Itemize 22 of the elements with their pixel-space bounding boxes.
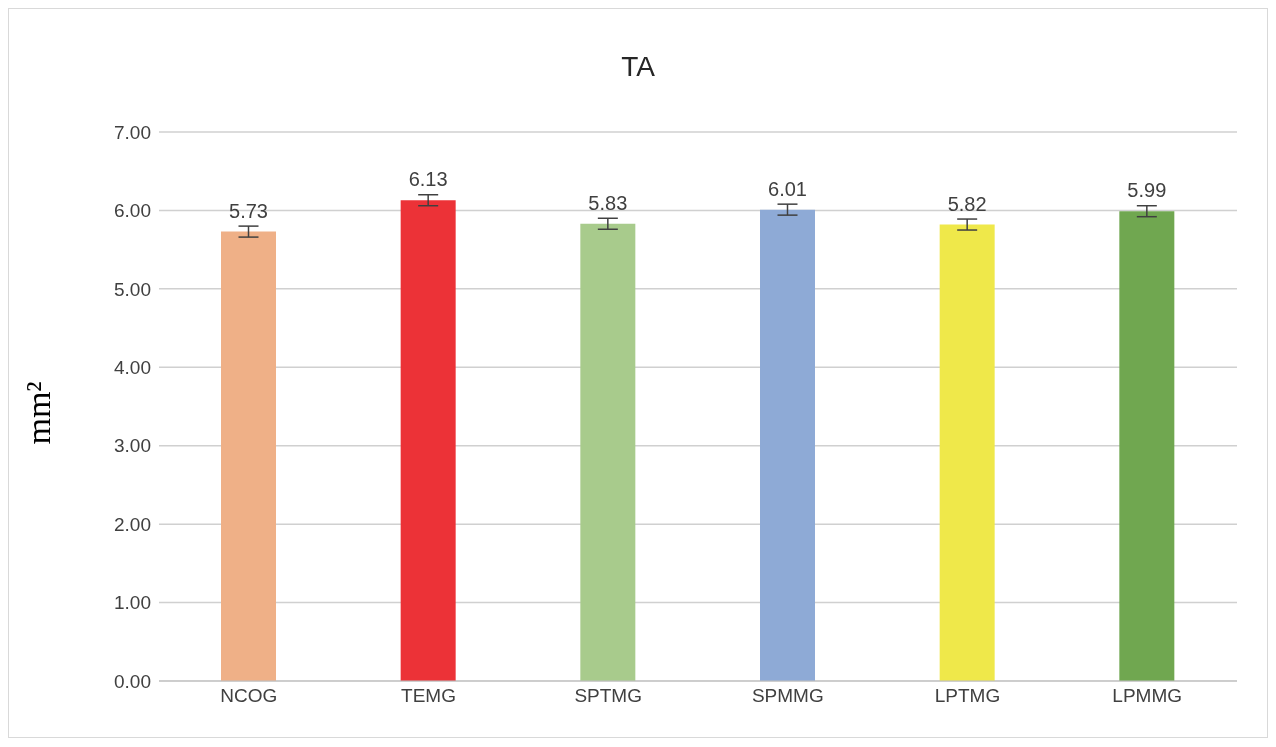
chart-title: TA: [620, 51, 656, 83]
y-tick-label: 5.00: [114, 278, 151, 300]
x-tick-label: TEMG: [401, 685, 456, 707]
y-tick-label: 1.00: [114, 592, 151, 614]
y-tick-label: 7.00: [114, 121, 151, 143]
data-label: 5.83: [588, 191, 628, 214]
x-tick-label: SPMMG: [751, 685, 824, 707]
x-tick-label: NCOG: [220, 685, 278, 707]
y-tick-label: 2.00: [114, 513, 151, 535]
data-label: 6.01: [768, 177, 807, 200]
data-label: 5.99: [1127, 179, 1167, 202]
y-tick-label: 4.00: [114, 357, 151, 379]
y-tick-label: 3.00: [114, 435, 151, 457]
y-tick-label: 6.00: [114, 200, 151, 222]
x-tick-label: LPTMG: [934, 685, 1001, 707]
x-tick-label: LPMMG: [1112, 685, 1183, 707]
data-label: 6.13: [408, 168, 448, 191]
data-label: 5.82: [947, 192, 987, 215]
y-tick-label: 0.00: [114, 670, 151, 692]
x-tick-label: SPTMG: [574, 685, 642, 707]
data-label: 5.73: [229, 199, 268, 222]
y-axis-title: mm²: [20, 381, 58, 445]
